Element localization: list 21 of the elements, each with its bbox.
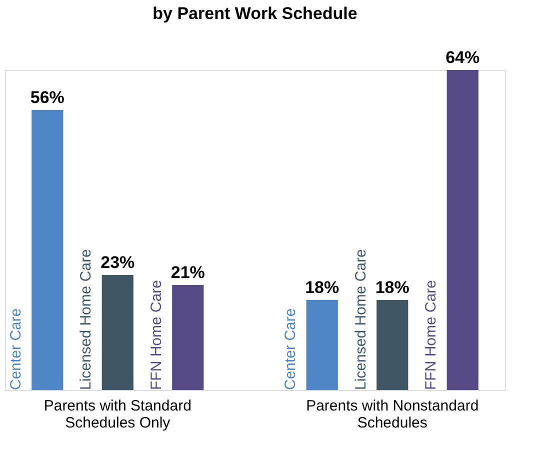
text: Licensed Home Care xyxy=(78,249,95,390)
bar xyxy=(376,300,408,390)
bar xyxy=(32,110,64,390)
bar xyxy=(172,285,204,390)
bar xyxy=(446,70,478,390)
x-tick-label: Parents with Standard Schedules Only xyxy=(44,398,192,432)
x-tick-label: Parents with Nonstandard Schedules xyxy=(306,398,479,432)
text: Licensed Home Care xyxy=(352,249,370,390)
bar xyxy=(102,275,134,390)
text: FFN Home Care xyxy=(422,280,440,390)
data-label: 18% xyxy=(375,278,410,297)
bar xyxy=(306,300,338,390)
text: Center Care xyxy=(282,308,300,390)
data-label: 23% xyxy=(100,253,135,272)
data-label: 64% xyxy=(446,48,480,67)
data-label: 18% xyxy=(305,278,340,297)
chart-title: by Parent Work Schedule xyxy=(152,4,358,23)
text: FFN Home Care xyxy=(148,280,165,390)
data-label: 56% xyxy=(30,88,64,107)
data-label: 21% xyxy=(170,263,205,282)
text: Center Care xyxy=(7,308,24,390)
